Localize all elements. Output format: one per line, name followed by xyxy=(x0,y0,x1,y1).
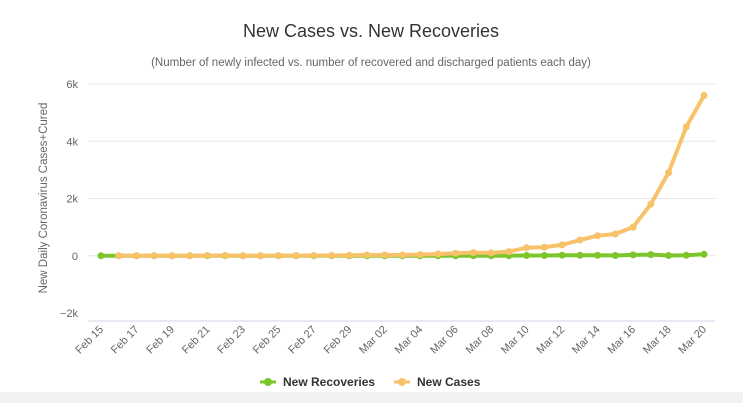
legend-item-new-cases[interactable]: New Cases xyxy=(394,375,481,389)
data-point-new-cases[interactable] xyxy=(647,200,655,208)
data-point-new-cases[interactable] xyxy=(682,123,690,131)
y-axis-ticks: −2k 0 2k 4k 6k xyxy=(60,79,79,320)
x-tick-label: Mar 06 xyxy=(428,324,461,357)
data-point-new-cases[interactable] xyxy=(257,252,265,260)
x-tick-label: Mar 16 xyxy=(605,324,638,357)
legend-label-new-recoveries: New Recoveries xyxy=(283,375,375,389)
data-point-new-cases[interactable] xyxy=(274,252,282,260)
bottom-strip xyxy=(0,392,743,403)
x-tick-label: Feb 27 xyxy=(286,324,319,357)
x-tick-label: Feb 21 xyxy=(180,324,213,357)
data-point-new-cases[interactable] xyxy=(221,252,229,259)
data-point-new-cases[interactable] xyxy=(594,232,602,240)
data-point-new-cases[interactable] xyxy=(292,252,300,260)
data-point-new-cases[interactable] xyxy=(363,251,371,259)
data-point-new-cases[interactable] xyxy=(558,241,566,249)
data-point-new-cases[interactable] xyxy=(700,92,708,99)
x-tick-label: Mar 10 xyxy=(499,324,532,357)
y-axis-label: New Daily Coronavirus Cases+Cured xyxy=(38,103,50,294)
x-tick-label: Mar 18 xyxy=(641,324,674,357)
data-point-new-recoveries[interactable] xyxy=(558,251,566,259)
data-point-new-cases[interactable] xyxy=(168,252,176,260)
data-point-new-cases[interactable] xyxy=(203,252,211,260)
data-point-new-cases[interactable] xyxy=(186,252,194,260)
data-point-new-recoveries[interactable] xyxy=(540,252,548,259)
data-point-new-cases[interactable] xyxy=(115,252,123,260)
data-point-new-recoveries[interactable] xyxy=(665,252,672,259)
data-point-new-cases[interactable] xyxy=(328,252,336,259)
data-point-new-cases[interactable] xyxy=(399,251,406,259)
data-point-new-cases[interactable] xyxy=(611,230,619,238)
chart-title: New Cases vs. New Recoveries xyxy=(243,21,499,41)
data-point-new-recoveries[interactable] xyxy=(523,252,531,259)
x-tick-label: Mar 20 xyxy=(676,324,709,357)
data-point-new-cases[interactable] xyxy=(487,249,495,257)
data-point-new-recoveries[interactable] xyxy=(647,251,655,259)
x-tick-label: Mar 02 xyxy=(357,324,390,357)
series-line-new-cases xyxy=(116,93,706,258)
legend-label-new-cases: New Cases xyxy=(417,375,481,389)
x-tick-label: Feb 25 xyxy=(251,324,284,357)
data-point-new-cases[interactable] xyxy=(505,248,513,256)
data-point-new-recoveries[interactable] xyxy=(682,251,690,259)
data-point-new-cases[interactable] xyxy=(665,169,672,177)
x-tick-label: Mar 04 xyxy=(393,324,426,357)
legend-marker-new-recoveries xyxy=(264,378,272,386)
data-point-new-recoveries[interactable] xyxy=(629,251,637,259)
data-point-new-cases[interactable] xyxy=(540,243,548,251)
x-tick-label: Feb 23 xyxy=(215,324,248,357)
series-lines xyxy=(97,92,708,260)
x-axis-ticks: Feb 15 Feb 17 Feb 19 Feb 21 Feb 23 Feb 25 Feb … xyxy=(73,324,709,357)
x-tick-label: Feb 17 xyxy=(109,324,142,357)
data-point-new-cases[interactable] xyxy=(629,223,637,231)
data-point-new-cases[interactable] xyxy=(469,249,477,257)
x-tick-label: Feb 19 xyxy=(144,324,177,357)
y-tick-label: 6k xyxy=(66,79,78,91)
data-point-new-cases[interactable] xyxy=(576,236,584,244)
x-tick-label: Feb 29 xyxy=(322,324,355,357)
legend-item-new-recoveries[interactable]: New Recoveries xyxy=(260,375,375,389)
data-point-new-cases[interactable] xyxy=(381,251,389,259)
data-point-new-cases[interactable] xyxy=(416,251,424,259)
data-point-new-cases[interactable] xyxy=(239,252,247,260)
y-tick-label: 2k xyxy=(66,194,78,206)
legend-marker-new-cases xyxy=(398,378,406,386)
data-point-new-recoveries[interactable] xyxy=(576,251,584,259)
data-point-new-recoveries[interactable] xyxy=(594,251,602,259)
legend[interactable]: New Recoveries New Cases xyxy=(260,375,481,389)
y-tick-label: 0 xyxy=(72,251,78,263)
data-point-new-cases[interactable] xyxy=(523,244,531,252)
x-tick-label: Feb 15 xyxy=(73,324,106,357)
data-point-new-cases[interactable] xyxy=(150,252,158,260)
chart-subtitle: (Number of newly infected vs. number of … xyxy=(151,57,591,69)
data-point-new-cases[interactable] xyxy=(452,249,460,257)
x-tick-label: Mar 12 xyxy=(535,324,568,357)
data-point-new-cases[interactable] xyxy=(133,252,140,260)
data-point-new-recoveries[interactable] xyxy=(611,252,619,259)
y-tick-label: −2k xyxy=(60,308,79,320)
data-point-new-recoveries[interactable] xyxy=(97,252,105,260)
y-tick-label: 4k xyxy=(66,136,78,148)
x-tick-label: Mar 08 xyxy=(464,324,497,357)
data-point-new-recoveries[interactable] xyxy=(700,250,708,258)
data-point-new-cases[interactable] xyxy=(310,252,318,259)
data-point-new-cases[interactable] xyxy=(345,251,353,259)
data-point-new-cases[interactable] xyxy=(434,250,442,258)
x-tick-label: Mar 14 xyxy=(570,324,603,357)
